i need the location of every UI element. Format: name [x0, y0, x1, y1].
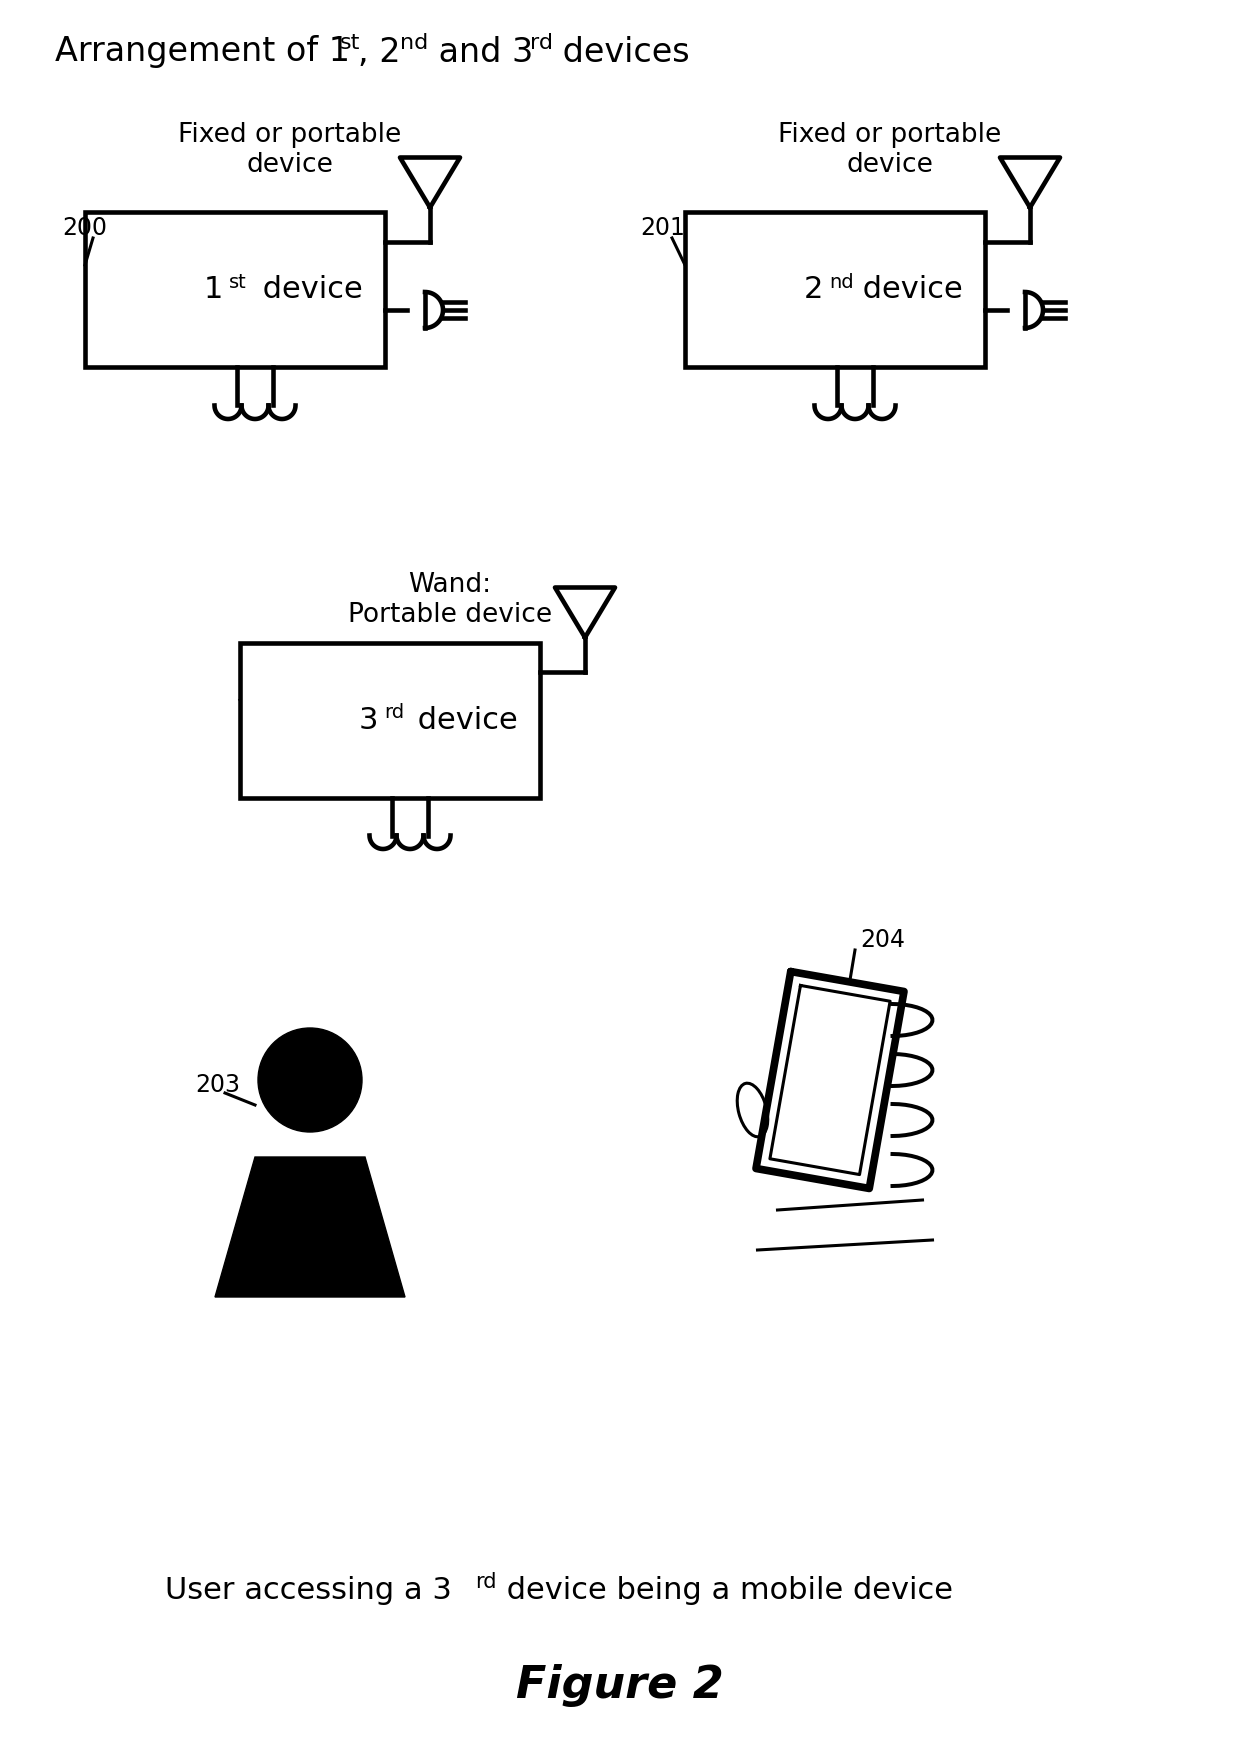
Text: st: st: [340, 33, 361, 52]
Text: Fixed or portable: Fixed or portable: [179, 122, 402, 148]
Text: device: device: [847, 152, 934, 178]
Text: 2: 2: [804, 276, 823, 305]
Text: Portable device: Portable device: [348, 602, 552, 628]
Text: User accessing a 3: User accessing a 3: [165, 1575, 451, 1604]
Circle shape: [258, 1027, 362, 1132]
Text: 203: 203: [195, 1073, 241, 1097]
Text: Arrangement of 1: Arrangement of 1: [55, 35, 350, 68]
Ellipse shape: [738, 1083, 768, 1137]
Text: rd: rd: [475, 1571, 496, 1592]
Text: , 2: , 2: [358, 35, 401, 68]
Text: nd: nd: [830, 272, 853, 291]
Polygon shape: [215, 1156, 405, 1298]
Text: 201: 201: [640, 216, 684, 241]
Text: Fixed or portable: Fixed or portable: [779, 122, 1002, 148]
Bar: [86, 213, 384, 368]
Text: 1: 1: [203, 276, 223, 305]
Text: and 3: and 3: [428, 35, 533, 68]
Text: devices: devices: [552, 35, 689, 68]
Text: 204: 204: [861, 928, 905, 952]
Text: device: device: [853, 276, 962, 305]
Text: rd: rd: [529, 33, 553, 52]
Text: 200: 200: [62, 216, 107, 241]
Text: device: device: [253, 276, 363, 305]
Text: rd: rd: [384, 703, 404, 722]
Bar: [684, 213, 985, 368]
Bar: [241, 642, 539, 797]
Text: 3: 3: [358, 706, 378, 734]
Text: device: device: [408, 706, 518, 734]
Text: Figure 2: Figure 2: [516, 1664, 724, 1706]
Text: device being a mobile device: device being a mobile device: [497, 1575, 954, 1604]
Text: Wand:: Wand:: [408, 572, 491, 598]
Text: st: st: [229, 272, 247, 291]
Text: nd: nd: [401, 33, 428, 52]
Text: device: device: [247, 152, 334, 178]
Text: 202: 202: [258, 645, 303, 670]
